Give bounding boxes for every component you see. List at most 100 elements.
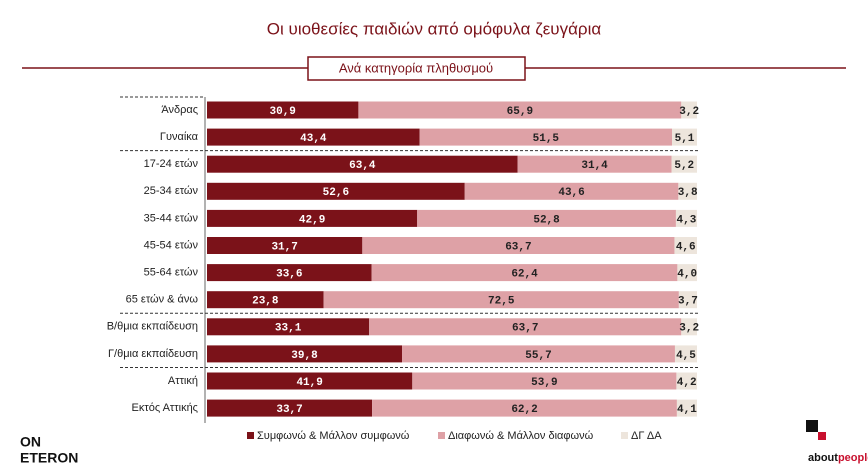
- logo-icon: [806, 420, 818, 432]
- value-label: 52,6: [323, 187, 349, 199]
- bar-segment: [358, 101, 682, 119]
- value-label: 53,9: [531, 377, 557, 389]
- value-label: 52,8: [533, 214, 560, 226]
- legend-label: ΔΓ ΔΑ: [631, 430, 662, 442]
- category-label: Άνδρας: [161, 104, 198, 116]
- value-label: 3,2: [679, 106, 699, 118]
- bar-segment: [678, 182, 697, 200]
- value-label: 4,0: [677, 269, 697, 281]
- value-label: 30,9: [270, 106, 296, 118]
- logo-left: ETERON: [20, 450, 78, 466]
- bar-segment: [369, 318, 682, 336]
- bar-segment: [207, 399, 373, 417]
- chart-title: Οι υιοθεσίες παιδιών από ομόφυλα ζευγάρι…: [267, 19, 602, 38]
- bar-segment: [207, 318, 370, 336]
- legend-swatch: [247, 432, 254, 439]
- value-label: 63,7: [512, 323, 538, 335]
- bar-segment: [207, 291, 324, 309]
- bar-segment: [517, 155, 672, 173]
- category-label: Γυναίκα: [160, 131, 199, 143]
- legend-label: Συμφωνώ & Μάλλον συμφωνώ: [257, 430, 410, 442]
- bar-segment: [676, 399, 697, 417]
- bar-segment: [207, 128, 420, 146]
- value-label: 72,5: [488, 296, 515, 308]
- bar-segment: [412, 372, 677, 390]
- bar-segment: [207, 182, 465, 200]
- value-label: 65,9: [507, 106, 533, 118]
- legend-swatch: [438, 432, 445, 439]
- bar-segment: [207, 209, 418, 227]
- category-label: 65 ετών & άνω: [126, 294, 199, 306]
- logo-right-b: people: [838, 452, 868, 464]
- bar-segment: [678, 291, 697, 309]
- value-label: 62,4: [511, 269, 538, 281]
- bar-segment: [674, 237, 697, 254]
- bar-segment: [371, 264, 678, 282]
- value-label: 5,2: [674, 160, 694, 172]
- value-label: 3,7: [678, 296, 698, 308]
- bar-segment: [675, 209, 697, 227]
- value-label: 39,8: [291, 350, 318, 362]
- category-label: Εκτός Αττικής: [132, 402, 198, 414]
- category-label: Β/θμια εκπαίδευση: [107, 321, 198, 333]
- bar-segment: [681, 318, 697, 336]
- category-label: 45-54 ετών: [144, 239, 199, 251]
- value-label: 63,4: [349, 160, 376, 172]
- bar-segment: [362, 237, 675, 254]
- value-label: 23,8: [252, 296, 279, 308]
- value-label: 55,7: [525, 350, 551, 362]
- category-label: Αττική: [168, 375, 198, 387]
- bar-segment: [207, 237, 363, 254]
- bar-segment: [419, 128, 673, 146]
- bar-segment: [672, 128, 697, 146]
- value-label: 3,2: [679, 323, 699, 335]
- bar-segment: [681, 101, 697, 119]
- bar-segment: [372, 399, 677, 417]
- value-label: 31,4: [581, 160, 608, 172]
- value-label: 33,6: [276, 269, 302, 281]
- value-label: 31,7: [271, 241, 297, 253]
- bar-segment: [677, 264, 697, 282]
- value-label: 4,1: [677, 404, 697, 416]
- bar-segment: [207, 372, 413, 390]
- bar-segment: [207, 155, 518, 173]
- category-label: 55-64 ετών: [144, 267, 199, 279]
- logo-right-a: about: [808, 452, 838, 464]
- value-label: 4,2: [677, 377, 697, 389]
- value-label: 41,9: [296, 377, 322, 389]
- logo-right: aboutpeople: [808, 452, 868, 464]
- value-label: 43,4: [300, 133, 327, 145]
- value-label: 63,7: [505, 241, 531, 253]
- category-label: 25-34 ετών: [144, 185, 199, 197]
- value-label: 43,6: [558, 187, 584, 199]
- bar-segment: [464, 182, 679, 200]
- bar-segment: [417, 209, 676, 227]
- category-label: Γ/θμια εκπαίδευση: [108, 348, 198, 360]
- category-label: 35-44 ετών: [144, 212, 199, 224]
- bar-segment: [207, 345, 403, 363]
- logo-icon: [818, 432, 826, 440]
- value-label: 33,1: [275, 323, 302, 335]
- legend-swatch: [621, 432, 628, 439]
- subtitle: Ανά κατηγορία πληθυσμού: [339, 60, 493, 75]
- value-label: 4,3: [677, 214, 697, 226]
- bar-segment: [676, 372, 697, 390]
- bar-segment: [207, 264, 372, 282]
- value-label: 62,2: [511, 404, 537, 416]
- value-label: 4,6: [676, 241, 696, 253]
- value-label: 4,5: [676, 350, 696, 362]
- bar-segment: [323, 291, 679, 309]
- logo-left: ON: [20, 434, 41, 450]
- subtitle-box: [307, 56, 526, 81]
- value-label: 42,9: [299, 214, 325, 226]
- value-label: 5,1: [675, 133, 695, 145]
- value-label: 3,8: [678, 187, 698, 199]
- bar-segment: [402, 345, 675, 363]
- category-label: 17-24 ετών: [144, 158, 199, 170]
- legend-label: Διαφωνώ & Μάλλον διαφωνώ: [448, 430, 594, 442]
- bar-segment: [671, 155, 697, 173]
- value-label: 33,7: [276, 404, 302, 416]
- bar-segment: [674, 345, 697, 363]
